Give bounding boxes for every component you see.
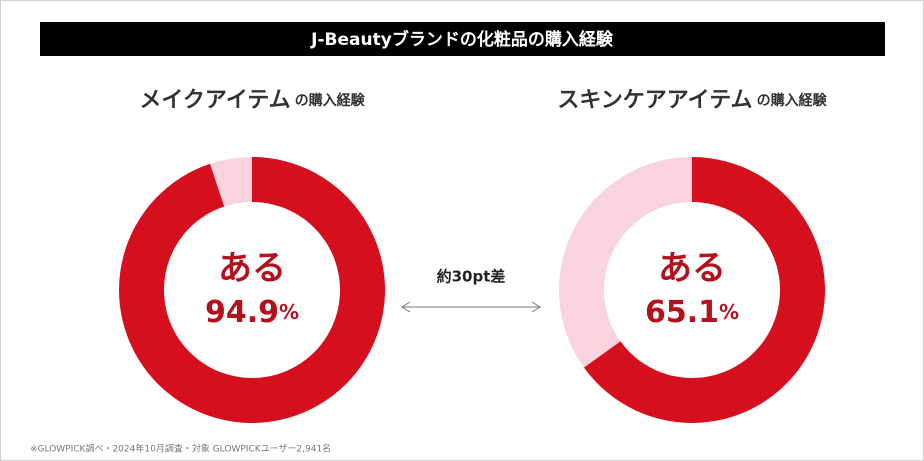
title: J-Beautyブランドの化粧品の購入経験	[310, 29, 614, 50]
title-bar	[40, 22, 885, 56]
center-value: 94.9%	[205, 295, 299, 330]
donut-slice	[559, 157, 692, 368]
chart-title-suffix: の購入経験	[757, 92, 828, 109]
donut-slice	[119, 157, 386, 423]
arrow-heads	[401, 301, 541, 313]
donut-slice	[210, 157, 252, 207]
chart-title-main: スキンケアアイテム	[557, 88, 752, 113]
chart-title-main: メイクアイテム	[139, 88, 290, 113]
center-category: ある	[658, 249, 726, 289]
annotation: 約30pt差	[437, 268, 506, 286]
chart-title: スキンケアアイテム の購入経験	[557, 88, 827, 113]
chart-title: メイクアイテム の購入経験	[139, 88, 365, 113]
center-category: ある	[218, 249, 286, 289]
footnote: ※GLOWPICK調べ・2024年10月調査・対象 GLOWPICKユーザー2,…	[30, 443, 331, 455]
center-value: 65.1%	[645, 295, 739, 330]
donut-slice	[583, 157, 825, 423]
chart-title-suffix: の購入経験	[295, 92, 366, 109]
